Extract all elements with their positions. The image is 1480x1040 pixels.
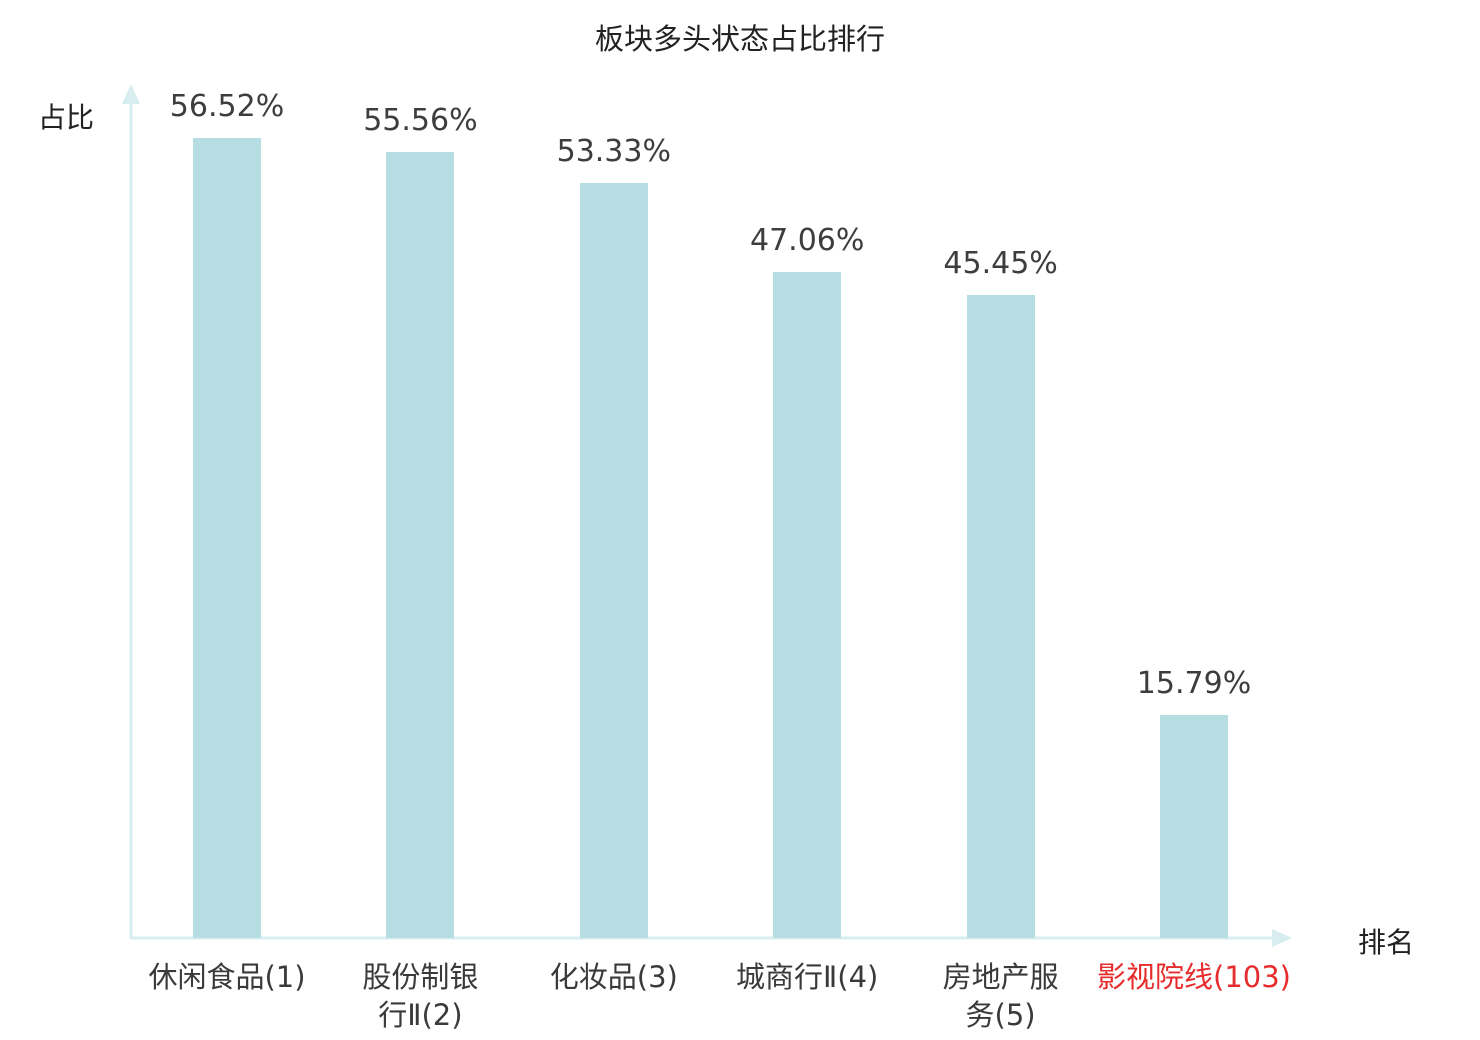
bar-1	[193, 138, 261, 938]
bar-value-label: 55.56%	[363, 103, 478, 138]
bar-category-label: 城商行Ⅱ(4)	[736, 960, 879, 994]
bar-5	[966, 295, 1035, 938]
bar-category-label: 休闲食品(1)	[148, 960, 306, 994]
y-axis-arrow-icon	[122, 84, 140, 104]
bar-category-label: 影视院线(103)	[1097, 960, 1291, 994]
bar-3	[579, 183, 648, 938]
bar-value-label: 53.33%	[556, 134, 671, 169]
bar-category-label: 房地产服 务(5)	[942, 960, 1059, 1033]
chart-title: 板块多头状态占比排行	[594, 22, 885, 56]
bar-value-label: 15.79%	[1136, 666, 1252, 701]
bar-value-label: 47.06%	[749, 223, 865, 258]
x-axis-label: 排名	[1358, 926, 1415, 959]
bar-value-label: 56.52%	[169, 89, 285, 124]
x-axis-arrow-icon	[1272, 929, 1292, 947]
bar-6	[1160, 715, 1228, 938]
bar-value-label: 45.45%	[943, 246, 1058, 281]
bar-4	[773, 272, 842, 938]
y-axis-label: 占比	[38, 101, 95, 134]
bar-2	[386, 152, 455, 938]
bar-category-label: 股份制银 行Ⅱ(2)	[362, 960, 479, 1033]
bar-category-label: 化妆品(3)	[549, 960, 678, 994]
